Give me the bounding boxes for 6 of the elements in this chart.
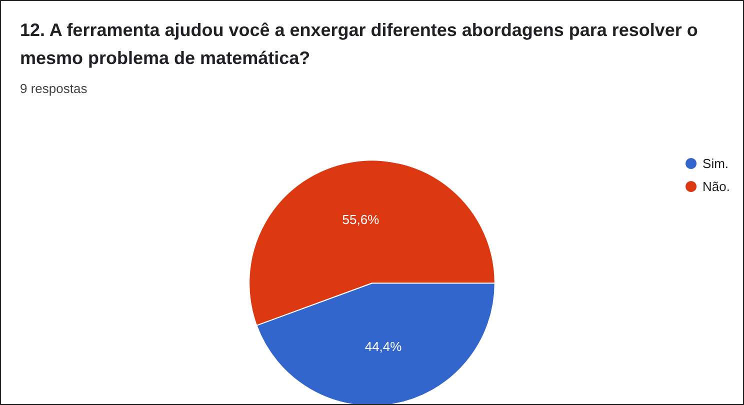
legend-label: Sim. bbox=[702, 156, 729, 171]
text: 9 respostas bbox=[20, 81, 88, 96]
chart-title: 12. A ferramenta ajudou você a enxergar diferentes abordagens para resolver o mesmo problema de matemática? bbox=[20, 20, 703, 68]
data-label: 55,6% bbox=[342, 212, 380, 228]
legend-label: Não. bbox=[702, 179, 730, 194]
data-label: 44,4% bbox=[364, 339, 402, 354]
